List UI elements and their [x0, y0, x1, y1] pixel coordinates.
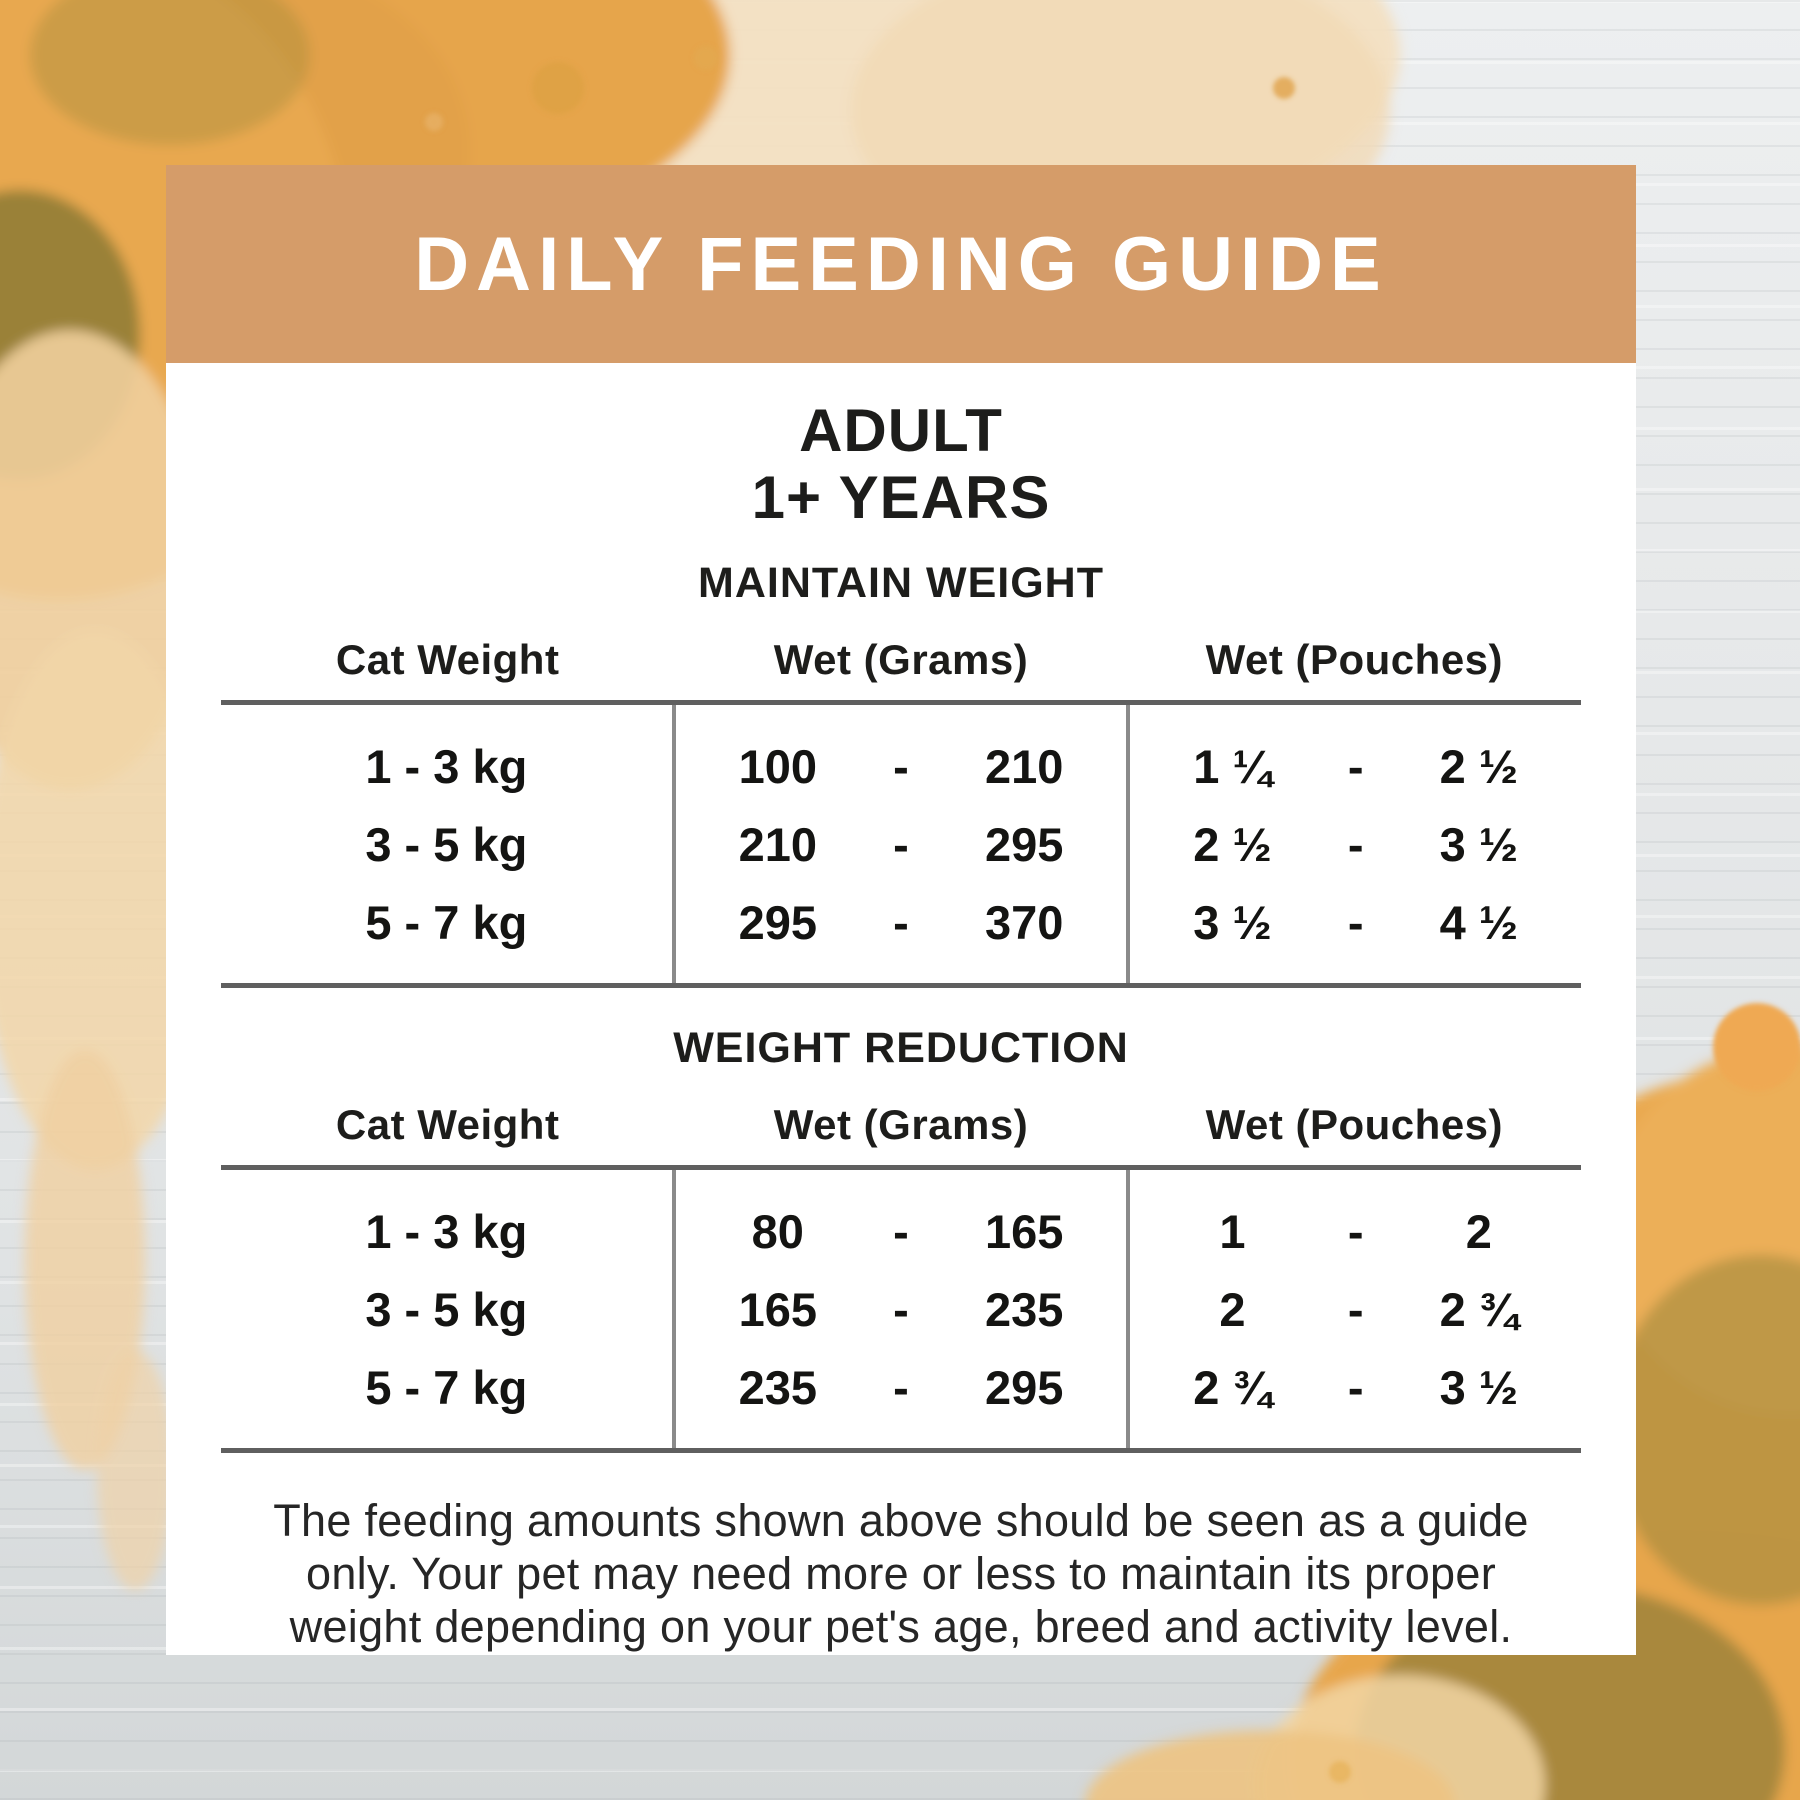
maintain-weight-heading: MAINTAIN WEIGHT	[698, 559, 1104, 608]
range-high: 210	[984, 739, 1064, 793]
weight-reduction-column-headers: Cat Weight Wet (Grams) Wet (Pouches)	[221, 1101, 1581, 1149]
column-header-wet-pouches: Wet (Pouches)	[1205, 636, 1504, 684]
range-high: 295	[984, 817, 1064, 871]
range-high: 370	[984, 895, 1064, 949]
range-high: 2 ½	[1439, 739, 1519, 793]
table-cell-pouches-range: 1 ¼ - 2 ½	[1130, 727, 1581, 805]
range-high: 3 ½	[1439, 817, 1519, 871]
range-high: 295	[984, 1360, 1064, 1414]
feeding-disclaimer: The feeding amounts shown above should b…	[273, 1495, 1529, 1652]
table-cell-weight: 1 - 3 kg	[365, 1204, 528, 1258]
range-low: 2 ½	[1193, 817, 1272, 871]
table-cell-grams-range: 80 - 165	[676, 1192, 1127, 1270]
weight-reduction-section: WEIGHT REDUCTION Cat Weight Wet (Grams) …	[166, 988, 1636, 1454]
wet-grams-column: 80 - 165 165 - 235 235 - 295	[671, 1170, 1131, 1449]
age-group-line1: ADULT	[799, 397, 1003, 464]
table-cell-weight: 3 - 5 kg	[365, 817, 528, 871]
weight-reduction-heading: WEIGHT REDUCTION	[673, 1024, 1129, 1073]
maintain-weight-section: MAINTAIN WEIGHT Cat Weight Wet (Grams) W…	[166, 531, 1636, 989]
range-low: 100	[738, 739, 818, 793]
column-header-wet-pouches: Wet (Pouches)	[1205, 1101, 1504, 1149]
table-cell-weight: 5 - 7 kg	[365, 1360, 528, 1414]
range-low: 295	[738, 895, 818, 949]
range-low: 2 ¾	[1193, 1360, 1272, 1414]
table-cell-weight: 1 - 3 kg	[365, 739, 528, 793]
range-low: 1 ¼	[1193, 739, 1272, 793]
range-low: 235	[738, 1360, 818, 1414]
range-high: 2	[1465, 1204, 1492, 1258]
range-separator: -	[893, 1282, 909, 1336]
range-separator: -	[1347, 739, 1364, 793]
table-cell-weight: 3 - 5 kg	[365, 1282, 528, 1336]
wet-pouches-column: 1 - 2 2 - 2 ¾ 2 ¾ - 3 ½	[1130, 1170, 1581, 1448]
maintain-weight-table-body: 1 - 3 kg 3 - 5 kg 5 - 7 kg 100-210 210-2…	[221, 700, 1581, 989]
column-header-wet-grams: Wet (Grams)	[773, 636, 1029, 684]
range-separator: -	[893, 1204, 909, 1258]
wet-pouches-column: 1 ¼ - 2 ½ 2 ½ - 3 ½ 3 ½ - 4 ½	[1130, 705, 1581, 983]
column-header-wet-grams: Wet (Grams)	[773, 1101, 1029, 1149]
range-high: 165	[984, 1204, 1064, 1258]
range-separator: -	[1347, 1204, 1364, 1258]
range-high: 235	[984, 1282, 1064, 1336]
table-cell-pouches-range: 2 ½ - 3 ½	[1130, 805, 1581, 883]
feeding-guide-card: DAILY FEEDING GUIDE ADULT 1+ YEARS MAINT…	[166, 165, 1636, 1655]
range-low: 2	[1219, 1282, 1246, 1336]
table-cell-grams-range: 295 - 370	[676, 883, 1127, 961]
table-cell-grams-range: 165 - 235	[676, 1270, 1127, 1348]
table-cell-grams-range: 235 - 295	[676, 1348, 1127, 1426]
range-low: 3 ½	[1193, 895, 1272, 949]
range-low: 165	[738, 1282, 818, 1336]
age-group-heading: ADULT 1+ YEARS	[166, 397, 1636, 531]
cat-weight-column: 1 - 3 kg 3 - 5 kg 5 - 7 kg	[221, 1170, 672, 1448]
maintain-weight-column-headers: Cat Weight Wet (Grams) Wet (Pouches)	[221, 636, 1581, 684]
column-header-cat-weight: Cat Weight	[335, 1101, 560, 1149]
table-cell-grams-range: 210 - 295	[676, 805, 1127, 883]
age-group-line2: 1+ YEARS	[751, 464, 1051, 532]
column-header-cat-weight: Cat Weight	[335, 636, 560, 684]
range-low: 1	[1219, 1204, 1246, 1258]
range-separator: -	[1347, 1360, 1364, 1414]
guide-header-bar: DAILY FEEDING GUIDE	[166, 165, 1636, 363]
range-high: 3 ½	[1439, 1360, 1519, 1414]
range-separator: -	[893, 739, 909, 793]
guide-title: DAILY FEEDING GUIDE	[414, 221, 1388, 307]
range-low: 210	[738, 817, 818, 871]
wet-grams-column: 100 - 210 210 - 295 295 - 370	[671, 705, 1131, 984]
table-cell-pouches-range: 2 ¾ - 3 ½	[1130, 1348, 1581, 1426]
range-separator: -	[893, 895, 909, 949]
range-separator: -	[893, 817, 909, 871]
range-high: 4 ½	[1439, 895, 1519, 949]
table-cell-pouches-range: 2 - 2 ¾	[1130, 1270, 1581, 1348]
table-cell-pouches-range: 1 - 2	[1130, 1192, 1581, 1270]
range-separator: -	[1347, 1282, 1364, 1336]
table-cell-pouches-range: 3 ½ - 4 ½	[1130, 883, 1581, 961]
range-low: 80	[751, 1204, 804, 1258]
table-cell-grams-range: 100 - 210	[676, 727, 1127, 805]
weight-reduction-table-body: 1 - 3 kg 3 - 5 kg 5 - 7 kg 80-165 165-23…	[221, 1165, 1581, 1454]
range-high: 2 ¾	[1439, 1282, 1519, 1336]
table-cell-weight: 5 - 7 kg	[365, 895, 528, 949]
range-separator: -	[1347, 817, 1364, 871]
range-separator: -	[1347, 895, 1364, 949]
cat-weight-column: 1 - 3 kg 3 - 5 kg 5 - 7 kg	[221, 705, 672, 983]
range-separator: -	[893, 1360, 909, 1414]
